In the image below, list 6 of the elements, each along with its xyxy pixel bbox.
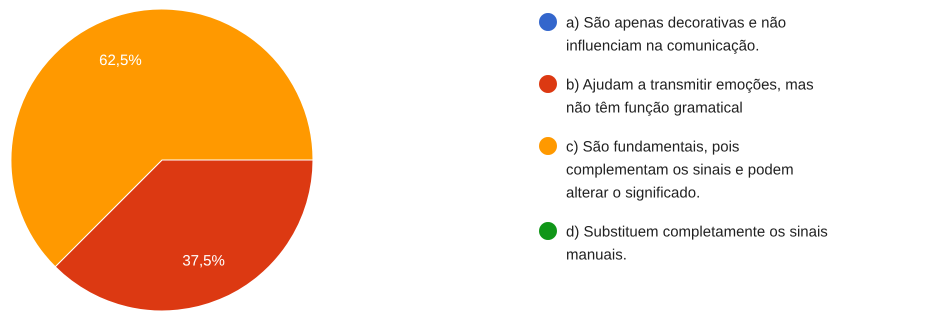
data-label: 62,5% [99,52,142,69]
legend-label: a) São apenas decorativas e não influenciam na comunicação. [566,14,786,54]
legend-label: b) Ajudam a transmitir emoções, mas não têm função gramatical [566,76,814,116]
data-label: 37,5% [182,252,225,270]
legend-label: d) Substituem completamente os sinais manuais. [566,223,828,264]
legend-label: c) São fundamentais, pois complementam os sinais e podem alterar o significado. [566,138,794,202]
